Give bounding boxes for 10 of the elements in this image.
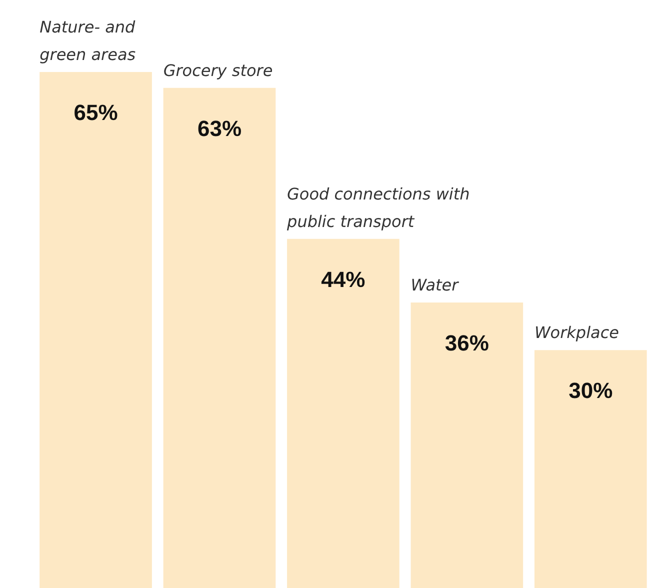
x-tick-label: Good connections with public transport xyxy=(286,184,470,231)
data-label: 44% xyxy=(321,266,366,292)
data-label: 65% xyxy=(74,100,118,126)
x-tick-label: Workplace xyxy=(534,323,620,342)
data-label: 63% xyxy=(197,116,242,141)
x-tick-label: Nature- and green areas xyxy=(40,17,136,64)
data-label: 36% xyxy=(444,330,489,356)
data-label: 30% xyxy=(568,378,613,404)
x-tick-label: Water xyxy=(410,275,460,294)
x-tick-label: Grocery store xyxy=(163,60,273,80)
